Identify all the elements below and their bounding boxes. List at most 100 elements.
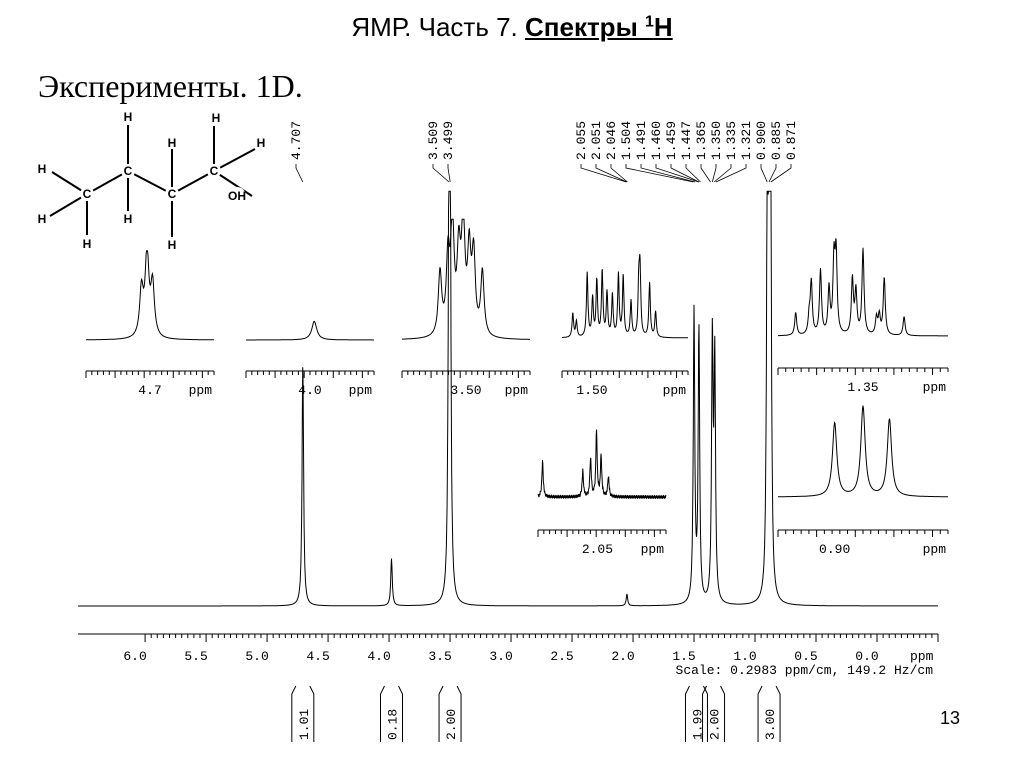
inset-unit-label: ppm: [641, 542, 665, 557]
atom-hydrogen: H: [168, 238, 177, 252]
peak-shift-label: 1.350: [709, 121, 724, 160]
peak-leader-line: [670, 164, 700, 183]
integral-value: 0.18: [386, 709, 401, 740]
inset-trace: [402, 218, 530, 340]
peak-leader-line: [770, 164, 792, 183]
atom-carbon: C: [83, 187, 92, 201]
title-prefix: ЯМР. Часть 7.: [351, 12, 525, 42]
atom-carbon: C: [168, 187, 177, 201]
inset-panel: 1.35 ppm: [777, 238, 949, 395]
atom-hydrogen: H: [168, 136, 177, 150]
x-tick-label: 0.5: [794, 649, 817, 664]
title-superscript: 1: [645, 13, 654, 31]
page-number: 13: [940, 708, 961, 728]
integral-bracket: [380, 685, 404, 742]
integral-bracket: [702, 685, 726, 742]
x-tick-label: 3.5: [428, 649, 451, 664]
atom-hydrogen: H: [38, 212, 47, 226]
title-strong-text: Спектры: [525, 12, 645, 42]
atom-hydrogen: H: [257, 136, 266, 150]
peak-leader-line: [640, 164, 696, 183]
inset-trace: [537, 429, 667, 499]
x-tick-label: 4.5: [306, 649, 329, 664]
inset-unit-label: ppm: [663, 383, 687, 398]
peak-leader-line: [447, 164, 451, 183]
peak-leader-line: [760, 164, 768, 183]
atom-hydrogen: H: [212, 111, 221, 125]
inset-panel: 1.50 ppm: [561, 253, 689, 398]
peak-leader-line: [580, 164, 627, 183]
peak-leader-line: [610, 164, 628, 183]
peak-shift-label: 0.871: [784, 121, 799, 160]
peak-leader-line: [595, 164, 627, 183]
inset-unit-label: ppm: [189, 383, 213, 398]
inset-trace: [778, 238, 948, 337]
bond-c4-h: [213, 148, 256, 172]
x-axis-unit: ppm: [910, 649, 934, 664]
inset-panel: 3.50 ppm: [401, 218, 531, 398]
integral-value: 2.00: [444, 709, 459, 740]
inset-tick-label: 1.50: [576, 383, 607, 398]
peak-shift-label: 1.447: [679, 121, 694, 160]
x-tick-label: 1.0: [733, 649, 756, 664]
bond-c1-c2: [86, 170, 129, 195]
inset-panel: 4.7 ppm: [85, 250, 215, 398]
integral-bracket: [438, 685, 462, 742]
subtitle: Эксперименты. 1D.: [38, 68, 303, 104]
inset-spectra: 4.7 ppm 4.0 ppm 3.50 ppm 1.50 ppm 1.35 ppm 2.05 ppm…: [85, 218, 949, 557]
peak-leader-line: [711, 164, 717, 183]
inset-unit-label: ppm: [349, 383, 373, 398]
peak-shift-label: 1.504: [619, 121, 634, 160]
atom-carbon: C: [210, 164, 219, 178]
peak-shift-label: 2.055: [574, 121, 589, 160]
peak-leader-line: [685, 164, 701, 183]
inset-tick-label: 3.50: [450, 383, 481, 398]
peak-leader-line: [625, 164, 694, 183]
peak-shift-label: 1.460: [649, 121, 664, 160]
atom-hydrogen: H: [83, 237, 92, 251]
integral-value: 1.01: [297, 709, 312, 740]
inset-trace: [562, 253, 688, 339]
inset-trace: [246, 320, 374, 341]
peak-leader-line: [700, 164, 711, 183]
integral-value: 3.00: [763, 709, 778, 740]
integral-value: 1.99: [690, 709, 705, 740]
peak-leader-line: [432, 164, 450, 183]
butanol-structure: C C C C H H H H H H H H H OH: [38, 110, 266, 252]
bond-c4-oh: [213, 170, 253, 197]
atom-labels: C C C C H H H H H H H H H OH: [38, 110, 266, 252]
slide-title: ЯМР. Часть 7. Спектры 1Н: [0, 12, 1024, 43]
peak-shift-label: 4.707: [289, 121, 304, 160]
integral-bracket: [757, 685, 781, 742]
x-tick-label: 0.0: [855, 649, 878, 664]
inset-trace: [778, 405, 948, 498]
x-tick-label: 5.0: [245, 649, 268, 664]
inset-panel: 0.90 ppm: [777, 405, 949, 557]
scale-label: Scale: 0.2983 ppm/cm, 149.2 Hz/cm: [676, 663, 934, 678]
title-strong: Спектры 1Н: [525, 12, 673, 42]
inset-tick-label: 1.35: [847, 380, 878, 395]
bond-c2-c3: [127, 170, 173, 195]
peak-leader-line: [713, 164, 732, 183]
inset-panel: 2.05 ppm: [537, 429, 667, 557]
peak-shift-label: 2.051: [589, 121, 604, 160]
peak-shift-label: 0.900: [754, 121, 769, 160]
inset-unit-label: ppm: [505, 383, 529, 398]
inset-tick-label: 4.0: [298, 383, 321, 398]
peak-leader-line: [715, 164, 747, 183]
peak-shift-label: 3.509: [426, 121, 441, 160]
bonds: [49, 125, 256, 237]
x-tick-label: 5.5: [184, 649, 207, 664]
bond-c1-h: [49, 193, 88, 217]
inset-unit-label: ppm: [923, 542, 947, 557]
inset-tick-label: 4.7: [138, 383, 161, 398]
peak-shift-label: 1.321: [739, 121, 754, 160]
hydroxyl-group: OH: [228, 189, 246, 203]
peak-shift-label: 2.046: [604, 121, 619, 160]
peak-shift-label: 1.335: [724, 121, 739, 160]
peak-leader-line: [768, 164, 777, 183]
peak-shift-label: 0.885: [769, 121, 784, 160]
title-strong-end: Н: [653, 12, 673, 42]
inset-unit-label: ppm: [923, 380, 947, 395]
